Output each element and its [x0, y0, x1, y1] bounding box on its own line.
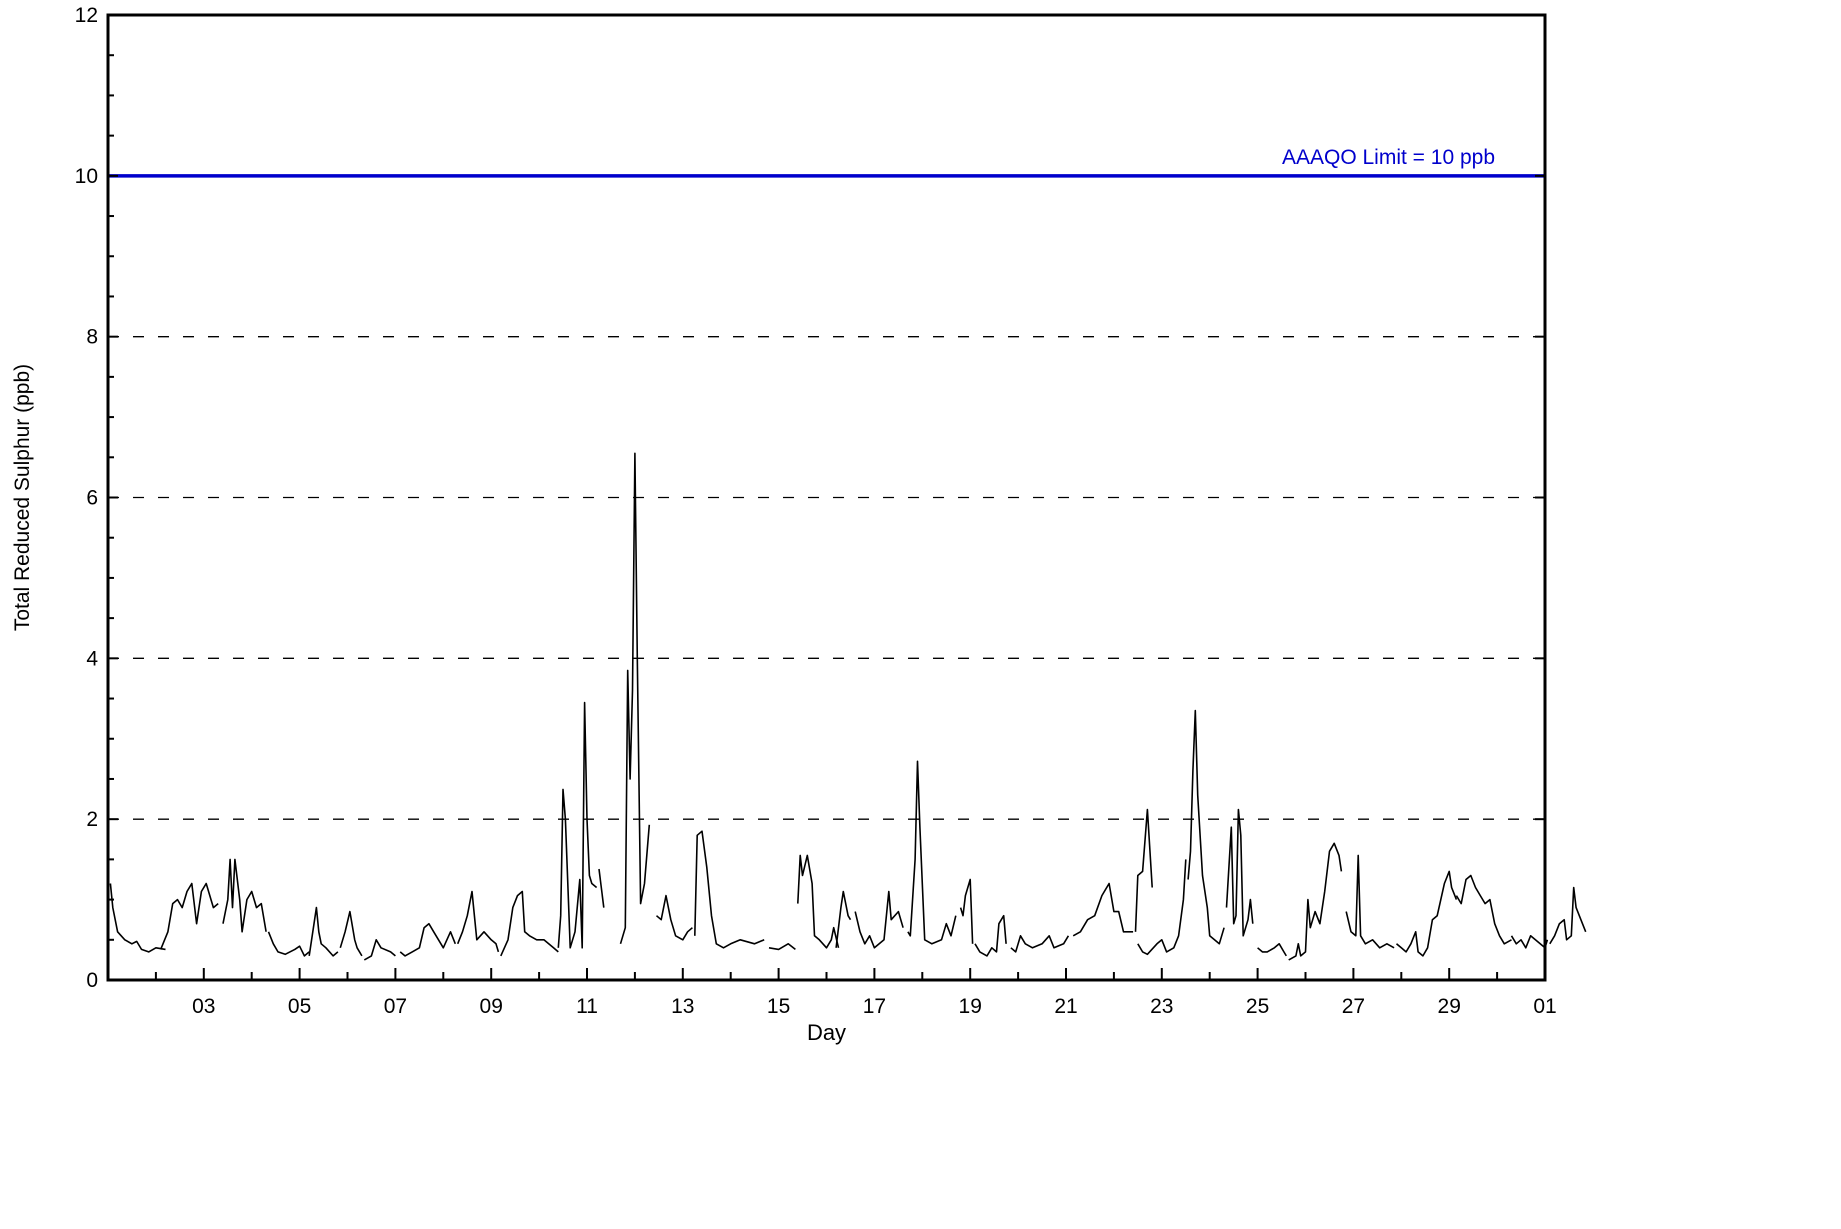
series-line-segment [1072, 882, 1134, 937]
grid-lines [108, 336, 1545, 820]
x-tick-label: 03 [192, 995, 215, 1018]
x-tick-label: 27 [1342, 995, 1365, 1018]
series-line-segment [109, 883, 166, 953]
x-tick-label: 07 [384, 995, 407, 1018]
y-tick-label: 0 [86, 969, 98, 992]
series-line-segment [1257, 942, 1287, 957]
y-tick-label: 2 [86, 808, 98, 831]
series-line-segment [797, 854, 840, 949]
x-axis-label: Day [807, 1020, 846, 1045]
limit-line-label: AAAQO Limit = 10 ppb [1282, 146, 1495, 169]
series-line-segment [363, 938, 396, 961]
x-tick-label: 17 [863, 995, 886, 1018]
series-line-segment [399, 922, 457, 957]
x-tick-label: 29 [1438, 995, 1461, 1018]
y-axis-ticks: 0 2 4 6 8 10 12 [75, 4, 1545, 992]
x-tick-label: 13 [671, 995, 694, 1018]
series-line-segment [1288, 842, 1343, 961]
series-line-segment [1510, 934, 1549, 949]
limit-line-group: AAAQO Limit = 10 ppb [108, 146, 1545, 178]
x-tick-label: 01 [1533, 995, 1556, 1018]
x-tick-label: 25 [1246, 995, 1269, 1018]
y-tick-label: 6 [86, 487, 98, 510]
y-axis-label: Total Reduced Sulphur (ppb) [11, 364, 34, 631]
series-line-segment [854, 890, 904, 949]
series-line-segment [1395, 870, 1458, 957]
series-line-segment [598, 868, 605, 908]
series-line-segment [655, 894, 693, 941]
series-line-segment [222, 858, 267, 933]
y-tick-label: 4 [86, 647, 98, 670]
x-tick-label: 05 [288, 995, 311, 1018]
x-tick-label: 19 [959, 995, 982, 1018]
series-line-segment [308, 906, 339, 957]
x-tick-label: 23 [1150, 995, 1173, 1018]
series-line-segment [1549, 886, 1587, 945]
series-line-segment [1455, 874, 1512, 945]
x-tick-label: 11 [576, 995, 598, 1018]
series-line-segment [1010, 934, 1070, 953]
series-line-segment [267, 931, 310, 957]
y-tick-label: 8 [86, 326, 98, 349]
series-line-segment [1345, 854, 1395, 949]
data-series [109, 452, 1587, 961]
series-line-segment [974, 914, 1007, 957]
series-line-segment [959, 878, 974, 944]
series-line-segment [456, 890, 500, 953]
series-line-segment [500, 890, 559, 957]
series-line-segment [1134, 808, 1153, 932]
series-line-segment [619, 452, 651, 945]
series-line-segment [907, 760, 957, 945]
x-tick-label: 09 [480, 995, 503, 1018]
series-line-segment [557, 701, 598, 949]
series-line-segment [694, 830, 765, 949]
series-line-segment [1225, 808, 1254, 937]
y-tick-label: 12 [75, 4, 98, 27]
x-tick-label: 21 [1054, 995, 1077, 1018]
series-line-segment [1187, 709, 1225, 945]
series-line-segment [835, 890, 852, 948]
series-line-segment [339, 910, 363, 957]
series-line-segment [1137, 859, 1187, 956]
x-tick-label: 15 [767, 995, 790, 1018]
series-line-segment [768, 942, 796, 951]
x-axis-ticks: 03 05 07 09 11 13 15 17 19 21 23 25 27 29 01 [107, 968, 1557, 1018]
y-tick-label: 10 [75, 165, 98, 188]
series-line-segment [159, 882, 219, 950]
